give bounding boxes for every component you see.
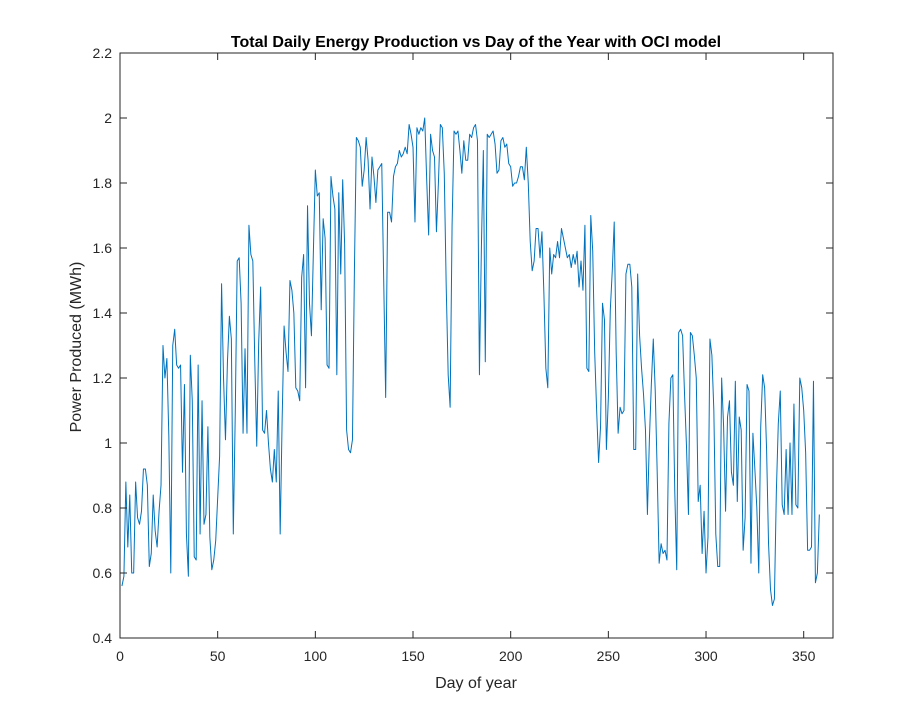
y-tick-label: 0.8 [93, 500, 113, 516]
x-tick-label: 300 [694, 648, 718, 664]
y-axis-label: Power Produced (MWh) [68, 262, 85, 433]
y-tick-label: 2 [104, 110, 112, 126]
chart-title: Total Daily Energy Production vs Day of … [231, 34, 721, 51]
x-tick-label: 50 [210, 648, 226, 664]
y-tick-label: 0.4 [93, 630, 113, 646]
x-tick-label: 100 [304, 648, 328, 664]
x-tick-label: 200 [499, 648, 523, 664]
y-tick-label: 0.6 [93, 565, 113, 581]
y-tick-label: 1.8 [93, 175, 113, 191]
x-tick-label: 350 [792, 648, 816, 664]
x-axis-label: Day of year [435, 675, 517, 692]
y-tick-label: 2.2 [93, 45, 113, 61]
x-tick-label: 0 [116, 648, 124, 664]
y-tick-label: 1.4 [93, 305, 113, 321]
y-tick-label: 1 [104, 435, 112, 451]
y-tick-label: 1.6 [93, 240, 113, 256]
plot-area [119, 52, 834, 639]
x-tick-label: 150 [401, 648, 425, 664]
series-line-1 [121, 117, 820, 606]
y-tick-label: 1.2 [93, 370, 113, 386]
axes-box [119, 52, 834, 639]
y-axis-ticks: 0.4 0.6 0.8 1 1.2 1.4 1.6 1.8 2 2.2 [93, 45, 833, 646]
x-tick-label: 250 [597, 648, 621, 664]
x-axis-ticks: 0 50 100 150 200 250 300 350 [116, 53, 816, 664]
